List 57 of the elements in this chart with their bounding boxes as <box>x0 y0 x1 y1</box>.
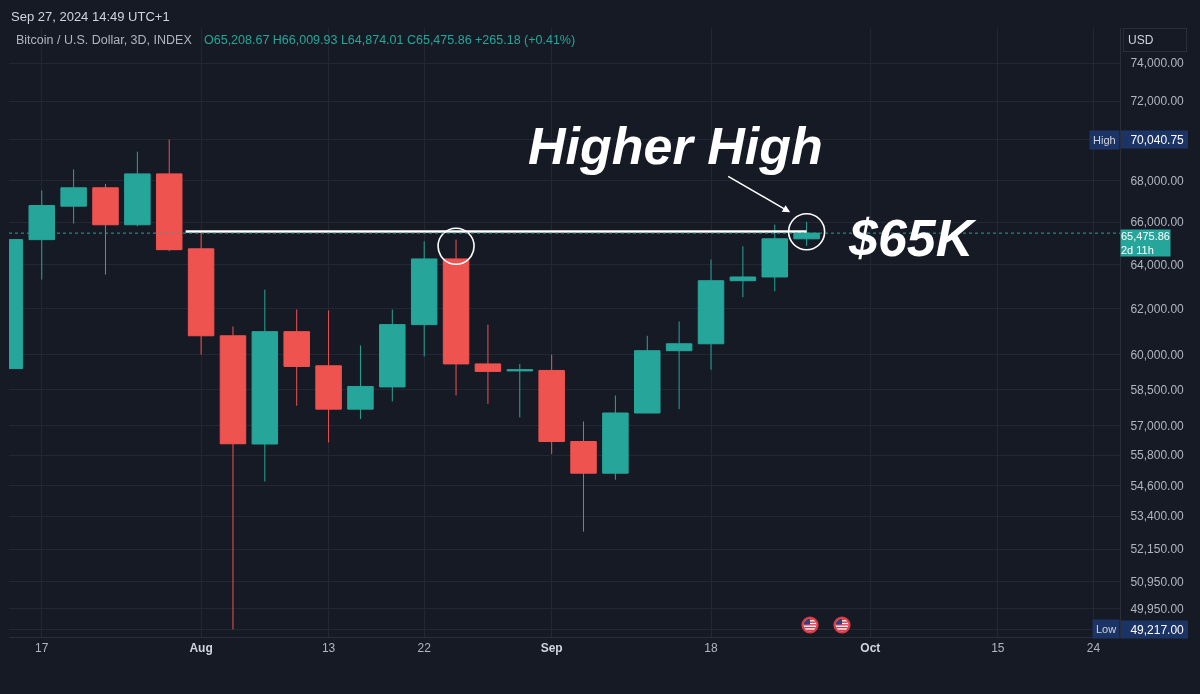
text: Sep 27, 2024 14:49 UTC+1 <box>11 9 170 24</box>
y-tick-label: 70,040.75 <box>1130 132 1185 147</box>
candlestick <box>602 394 629 481</box>
candlestick <box>697 259 725 371</box>
candlestick <box>474 324 502 405</box>
candlestick <box>124 151 151 227</box>
y-tick-label: 49,950.00 <box>1130 602 1185 617</box>
candlestick <box>315 309 342 444</box>
y-tick-label: 74,000.00 <box>1130 56 1185 71</box>
x-tick-label: Sep <box>540 641 563 656</box>
candlestick <box>729 245 757 298</box>
x-tick-label: 24 <box>1086 641 1101 656</box>
y-tick-label: 64,000.00 <box>1130 257 1185 272</box>
candlestick <box>410 240 438 357</box>
x-tick-label: Aug <box>189 641 213 656</box>
y-tick-label: 52,150.00 <box>1130 542 1185 557</box>
candlestick <box>570 420 597 533</box>
candlestick <box>665 320 693 410</box>
x-tick-label: 15 <box>991 641 1005 656</box>
candlestick <box>92 183 119 276</box>
candlestick <box>347 344 374 420</box>
y-tick-label: 58,500.00 <box>1130 382 1185 397</box>
annotation: $65K <box>848 209 977 267</box>
candlestick <box>634 335 661 414</box>
y-tick-label: 55,800.00 <box>1130 448 1185 463</box>
candlestick <box>187 231 215 356</box>
y-tick-label: 60,000.00 <box>1130 347 1185 362</box>
chart-subtitle: O65,208.67 H66,009.93 L64,874.01 C65,475.86 +265.18 (+0.41%) <box>204 33 576 47</box>
candlestick <box>60 168 87 225</box>
y-tick-label: 62,000.00 <box>1130 302 1185 317</box>
y-axis-title: USD <box>1128 33 1154 47</box>
annotation: High <box>1093 134 1116 146</box>
y-tick-label: 49,217.00 <box>1130 622 1185 637</box>
chart-title: Bitcoin / U.S. Dollar, 3D, INDEX <box>16 33 193 48</box>
y-tick-label: 72,000.00 <box>1130 94 1185 109</box>
candlestick <box>442 239 470 396</box>
x-tick-label: 17 <box>35 641 49 656</box>
candlestick <box>219 325 247 630</box>
candlestick <box>155 139 183 252</box>
candlestick <box>506 363 534 418</box>
y-tick-label: 50,950.00 <box>1130 574 1185 589</box>
y-tick-label: 68,000.00 <box>1130 173 1185 188</box>
annotation: Low <box>1096 623 1117 635</box>
candlestick <box>251 289 279 483</box>
annotation: Higher High <box>528 117 823 175</box>
x-tick-label: 22 <box>417 641 432 656</box>
y-tick-label: 53,400.00 <box>1130 509 1185 524</box>
ref-line-label: 65,475.86 2d 11h <box>1121 230 1170 257</box>
candlestick <box>283 309 310 407</box>
y-tick-label: 54,600.00 <box>1130 478 1185 493</box>
candlestick <box>538 354 565 455</box>
x-tick-label: 13 <box>321 641 336 656</box>
y-tick-label: 66,000.00 <box>1130 215 1185 230</box>
x-tick-label: Oct <box>860 641 881 656</box>
y-tick-label: 57,000.00 <box>1130 418 1185 433</box>
x-tick-label: 18 <box>704 641 718 656</box>
candlestick <box>379 309 406 402</box>
